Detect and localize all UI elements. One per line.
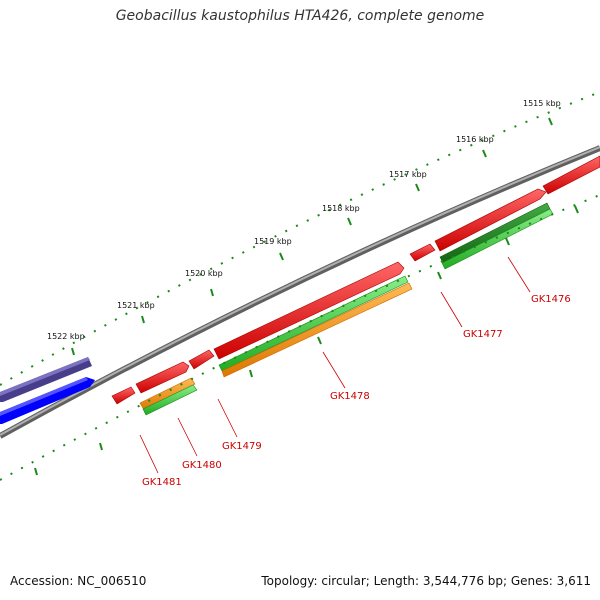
inner-scale-dots — [0, 194, 600, 481]
scale-label-1518: 1518 kbp — [322, 204, 360, 213]
accession-text: Accession: NC_006510 — [10, 574, 147, 588]
scale-tick-mark — [141, 315, 145, 324]
gene-bar-orange — [139, 377, 196, 411]
inner-scale-ring — [0, 194, 600, 481]
leader-line-gk1476 — [507, 256, 531, 293]
cds-arrow — [542, 155, 600, 195]
scale-tick-mark — [482, 149, 487, 158]
scale-tick-mark — [347, 217, 352, 226]
leader-line-gk1480 — [177, 417, 198, 457]
blue-feature-arrow — [0, 377, 95, 424]
gene-label-leaders — [139, 256, 531, 474]
scale-tick-mark — [437, 271, 442, 280]
gene-bar-orange — [221, 282, 413, 378]
scale-label-1522: 1522 kbp — [47, 332, 85, 341]
scale-tick-mark — [279, 252, 284, 261]
scale-tick-mark — [548, 117, 553, 126]
scale-label-1519: 1519 kbp — [254, 237, 292, 246]
gene-label-gk1481[interactable]: GK1481 — [142, 477, 182, 488]
forward-cds-track — [111, 155, 600, 405]
map-title: Geobacillus kaustophilus HTA426, complet… — [115, 8, 485, 24]
gene-label-gk1477[interactable]: GK1477 — [463, 329, 503, 340]
leader-line-gk1478 — [322, 351, 346, 389]
leader-line-gk1477 — [440, 291, 463, 328]
gene-feature-track — [139, 202, 554, 416]
cds-arrow — [434, 188, 547, 252]
scale-label-1517: 1517 kbp — [389, 170, 427, 179]
scale-tick-mark — [210, 288, 214, 297]
scale-tick-mark — [249, 369, 253, 378]
scale-tick-mark — [71, 347, 75, 356]
scale-tick-mark — [99, 442, 103, 451]
leader-line-gk1481 — [139, 434, 159, 474]
backbone-highlight — [0, 146, 600, 436]
scale-label-1521: 1521 kbp — [117, 301, 155, 310]
scale-tick-mark — [34, 467, 38, 476]
left-features — [0, 357, 95, 424]
scale-tick-mark — [317, 336, 322, 345]
scale-tick-mark — [415, 183, 420, 192]
cds-arrow — [213, 261, 405, 360]
scale-label-1515: 1515 kbp — [523, 99, 561, 108]
scale-label-1516: 1516 kbp — [456, 135, 494, 144]
gene-label-gk1479[interactable]: GK1479 — [222, 441, 262, 452]
cds-arrow — [188, 349, 215, 370]
cds-arrow — [135, 361, 190, 394]
gene-label-gk1476[interactable]: GK1476 — [531, 294, 571, 305]
cds-arrow — [409, 243, 436, 262]
scale-tick-mark — [574, 205, 579, 214]
gene-bar-green — [218, 275, 409, 372]
backbone-outline — [0, 145, 600, 439]
cds-arrow — [111, 386, 136, 405]
scale-labels: 1515 kbp 1516 kbp 1517 kbp 1518 kbp 1519… — [47, 99, 561, 341]
scale-tick-mark — [505, 237, 510, 246]
genome-backbone — [0, 145, 600, 439]
outer-scale-ring — [0, 91, 600, 386]
gene-label-gk1478[interactable]: GK1478 — [330, 391, 370, 402]
outer-scale-dots — [0, 91, 600, 386]
slate-feature-highlight — [0, 357, 90, 396]
gene-label-gk1480[interactable]: GK1480 — [182, 460, 222, 471]
leader-line-gk1479 — [217, 398, 238, 438]
scale-label-1520: 1520 kbp — [185, 269, 223, 278]
blue-feature-highlight — [0, 377, 88, 416]
gene-bar-green — [142, 384, 198, 416]
topology-text: Topology: circular; Length: 3,544,776 bp… — [261, 574, 591, 588]
gene-labels: GK1476 GK1477 GK1478 GK1479 GK1480 GK148… — [142, 294, 571, 488]
